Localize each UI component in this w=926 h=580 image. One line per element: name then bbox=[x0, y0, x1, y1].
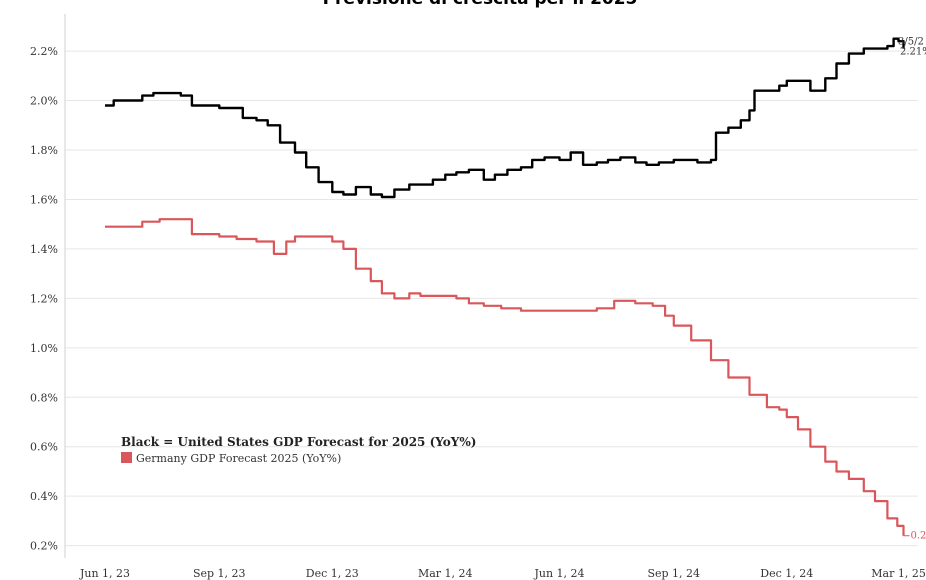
x-tick-label: Mar 1, 25 bbox=[871, 567, 926, 580]
legend-swatch-germany bbox=[121, 452, 132, 463]
x-tick-label: Dec 1, 24 bbox=[760, 567, 813, 580]
y-tick-label: 0.4% bbox=[30, 490, 58, 503]
y-tick-label: 1.8% bbox=[30, 144, 58, 157]
y-tick-label: 0.2% bbox=[30, 540, 58, 553]
series-line-germany bbox=[105, 218, 905, 536]
x-tick-label: Dec 1, 23 bbox=[306, 567, 359, 580]
x-tick-label: Mar 1, 24 bbox=[418, 567, 473, 580]
legend-title: Black = United States GDP Forecast for 2… bbox=[121, 435, 476, 449]
germany-end-value-label: 0.24% bbox=[911, 531, 926, 542]
y-tick-label: 0.6% bbox=[30, 441, 58, 454]
series-line-us bbox=[105, 37, 905, 199]
series-lines bbox=[105, 37, 905, 536]
y-axis-ticks: 0.2% 0.4% 0.6% 0.8% 1.0% 1.2% 1.4% 1.6% 1.8% 2.0%… bbox=[30, 45, 58, 553]
y-tick-label: 1.4% bbox=[30, 243, 58, 256]
y-tick-label: 1.2% bbox=[30, 292, 58, 305]
legend-item-germany: Germany GDP Forecast 2025 (YoY%) bbox=[136, 452, 341, 465]
chart-title: Previsione di crescita per il 2025 bbox=[323, 0, 638, 9]
x-tick-label: Jun 1, 23 bbox=[79, 567, 130, 580]
grid bbox=[64, 14, 918, 558]
x-tick-label: Sep 1, 23 bbox=[193, 567, 246, 580]
y-tick-label: 1.6% bbox=[30, 193, 58, 206]
y-tick-label: 0.8% bbox=[30, 391, 58, 404]
us-end-date-label: 3/5/2 bbox=[898, 37, 924, 48]
x-axis-ticks: Jun 1, 23 Sep 1, 23 Dec 1, 23 Mar 1, 24 Jun … bbox=[79, 567, 926, 580]
x-tick-label: Jun 1, 24 bbox=[533, 567, 584, 580]
y-tick-label: 2.0% bbox=[30, 95, 58, 108]
x-tick-label: Sep 1, 24 bbox=[647, 567, 700, 580]
us-end-value-label: 2.21% bbox=[900, 47, 926, 58]
end-labels: 3/5/22.21% 0.24% bbox=[898, 37, 926, 542]
y-tick-label: 2.2% bbox=[30, 45, 58, 58]
legend: Black = United States GDP Forecast for 2… bbox=[121, 435, 476, 465]
y-tick-label: 1.0% bbox=[30, 342, 58, 355]
